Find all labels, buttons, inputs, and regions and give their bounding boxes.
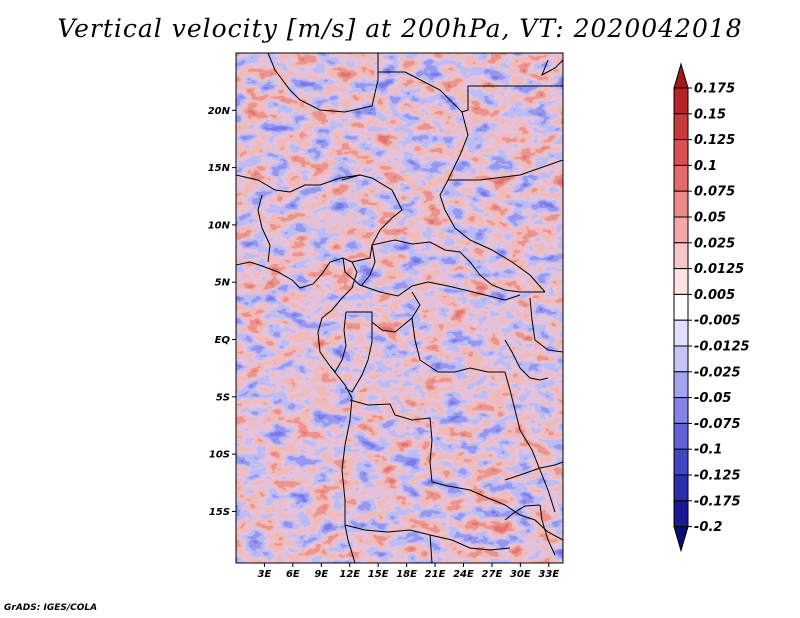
lon-tick-label: 6E: [286, 569, 300, 580]
colorbar-label: -0.125: [694, 469, 741, 484]
colorbar-segment: [673, 319, 689, 347]
lat-tick-label: 10S: [209, 450, 230, 461]
colorbar-bottom-arrow: [673, 526, 689, 553]
lon-tick-label: 24E: [453, 569, 474, 580]
colorbar-label: 0.005: [694, 288, 735, 303]
colorbar-label: 0.0125: [694, 262, 744, 277]
lat-tick-label: EQ: [215, 335, 231, 346]
chart-title: Vertical velocity [m/s] at 200hPa, VT: 2…: [57, 14, 743, 43]
colorbar-segment: [673, 268, 689, 295]
lat-tick-label: 10N: [208, 220, 231, 231]
colorbar-segment: [673, 113, 689, 141]
colorbar-label: 0.125: [694, 133, 735, 148]
lon-tick-label: 27E: [482, 569, 503, 580]
colorbar-segment: [673, 345, 689, 373]
colorbar-label: -0.0125: [694, 340, 750, 355]
colorbar-top-arrow: [673, 62, 689, 89]
lat-tick-label: 15S: [209, 507, 230, 518]
colorbar-label: -0.075: [694, 417, 741, 432]
colorbar-segment: [673, 242, 689, 270]
colorbar: 0.175 0.15 0.125 0.1 0.075 0.05 0.025 0.0125 0.0…: [673, 62, 750, 553]
colorbar-label: -0.2: [694, 520, 722, 535]
colorbar-label: 0.05: [694, 211, 726, 226]
colorbar-label: -0.05: [694, 391, 731, 406]
colorbar-label: 0.025: [694, 236, 735, 251]
country-borders: [236, 53, 563, 563]
colorbar-segment: [673, 474, 689, 502]
colorbar-segment: [673, 139, 689, 166]
colorbar-segment: [673, 397, 689, 424]
colorbar-segment: [673, 87, 689, 115]
lon-tick-label: 18E: [396, 569, 417, 580]
lon-tick-label: 33E: [538, 569, 559, 580]
lat-tick-label: 5N: [215, 278, 231, 289]
colorbar-segment: [673, 371, 689, 399]
colorbar-segment: [673, 164, 689, 192]
longitude-axis: 3E 6E 9E 12E 15E 18E 21E 24E 27E 30E 33E: [258, 563, 559, 580]
latitude-axis: 20N 15N 10N 5N EQ 5S 10S 15S: [208, 106, 236, 518]
colorbar-segment: [673, 448, 689, 476]
colorbar-label: -0.175: [694, 494, 741, 509]
colorbar-label: -0.005: [694, 314, 741, 329]
colorbar-segment: [673, 422, 689, 450]
lon-tick-label: 15E: [368, 569, 389, 580]
colorbar-segment: [673, 293, 689, 321]
colorbar-label: 0.075: [694, 185, 735, 200]
colorbar-label: 0.15: [694, 107, 726, 122]
lon-tick-label: 3E: [258, 569, 272, 580]
lon-tick-label: 30E: [510, 569, 531, 580]
colorbar-label: 0.1: [694, 159, 717, 174]
lon-tick-label: 12E: [339, 569, 360, 580]
grads-credit: GrADS: IGES/COLA: [4, 603, 98, 613]
colorbar-label: 0.175: [694, 82, 735, 97]
lat-tick-label: 5S: [216, 392, 230, 403]
colorbar-segment: [673, 190, 689, 218]
lat-tick-label: 20N: [208, 106, 231, 117]
lon-tick-label: 9E: [314, 569, 328, 580]
colorbar-segment: [673, 500, 689, 528]
map-frame: [235, 52, 564, 564]
lon-tick-label: 21E: [425, 569, 446, 580]
colorbar-label: -0.1: [694, 443, 722, 458]
colorbar-label: -0.025: [694, 365, 741, 380]
velocity-field: [236, 53, 563, 563]
colorbar-segment: [673, 216, 689, 244]
lat-tick-label: 15N: [208, 163, 231, 174]
